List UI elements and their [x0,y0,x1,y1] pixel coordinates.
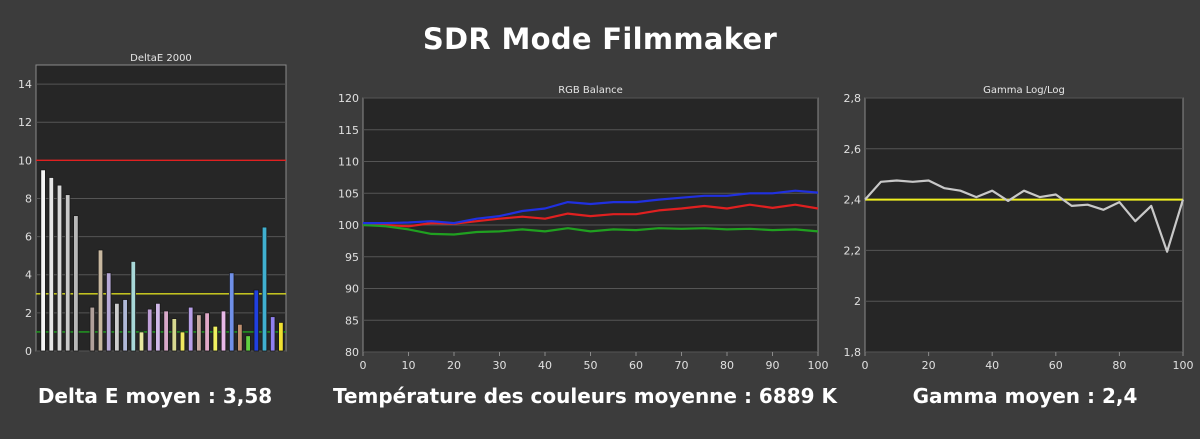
deltae-bar [65,194,71,352]
y-tick-label: 12 [18,116,32,129]
gamma-caption: Gamma moyen : 2,4 [912,384,1138,408]
deltae-bar [212,325,218,352]
y-tick-label: 120 [338,92,359,105]
deltae-bar [269,316,276,352]
deltae-bar [40,169,46,352]
x-tick-label: 60 [1049,359,1063,372]
y-tick-label: 14 [18,78,32,91]
deltae-bar [130,260,136,352]
x-tick-label: 80 [720,359,734,372]
x-tick-label: 30 [493,359,507,372]
deltae-bar [171,318,177,352]
rgb-series-line [363,203,819,228]
deltae-bar [196,314,202,352]
deltae-bar [73,215,79,352]
y-tick-label: 115 [338,124,359,137]
deltae-bar [204,312,210,352]
x-tick-label: 40 [538,359,552,372]
y-tick-label: 10 [18,154,32,167]
y-tick-label: 0 [25,345,32,358]
deltae-bar [48,177,54,352]
page-title: SDR Mode Filmmaker [422,22,778,56]
x-tick-label: 0 [862,359,869,372]
y-tick-label: 90 [345,283,359,296]
deltae-bar [278,321,284,352]
deltae-bar [114,302,120,352]
deltae-bar [138,331,145,352]
deltae-bar [179,331,186,352]
plot-area [864,97,1184,353]
deltae-bar [56,184,63,352]
x-tick-label: 10 [402,359,416,372]
rgb-balance-chart: RGB Balance 80 85 90 95 100 105 110 115 120 0 10 20 3… [338,85,829,372]
gamma-chart-title: Gamma Log/Log [983,85,1065,96]
y-tick-label: 2,2 [844,244,862,257]
y-tick-label: 2,8 [844,92,862,105]
x-tick-label: 0 [360,359,367,372]
deltae-bar [97,249,104,352]
y-tick-label: 100 [338,219,359,232]
deltae-chart: DeltaE 2000 0 2 4 6 8 10 12 14 [18,53,287,358]
x-tick-label: 20 [447,359,461,372]
y-tick-label: 2,4 [844,194,862,207]
temperature-caption: Température des couleurs moyenne : 6889 … [332,384,838,408]
gamma-series-line [864,179,1185,253]
rgb-series-line [362,223,819,236]
y-tick-label: 8 [25,192,32,205]
deltae-bar [89,306,95,352]
x-tick-label: 100 [808,359,829,372]
x-tick-label: 80 [1112,359,1126,372]
deltae-chart-title: DeltaE 2000 [130,53,192,64]
deltae-bar [253,289,259,352]
y-tick-label: 85 [345,314,359,327]
deltae-bar [146,308,153,352]
rgb-chart-title: RGB Balance [558,85,623,96]
gamma-chart: Gamma Log/Log 1,8 2 2,2 2,4 2,6 2,8 0 20 40 60 80 10… [844,85,1194,372]
deltae-bar [106,272,112,352]
deltae-bar [163,310,169,352]
deltae-bar [122,299,128,352]
rgb-series-line [363,189,819,225]
deltae-bar [237,323,243,352]
y-tick-label: 6 [25,231,32,244]
x-tick-label: 40 [985,359,999,372]
x-tick-label: 100 [1173,359,1194,372]
y-tick-label: 105 [338,187,359,200]
x-tick-label: 20 [922,359,936,372]
x-tick-label: 50 [584,359,598,372]
y-tick-label: 2 [25,307,32,320]
y-tick-label: 1,8 [844,346,862,359]
deltae-bar [261,226,268,352]
x-tick-label: 70 [675,359,689,372]
y-tick-label: 95 [345,251,359,264]
x-tick-label: 60 [629,359,643,372]
deltae-bar [155,302,161,352]
y-tick-label: 4 [25,269,32,282]
deltae-bar [220,310,227,352]
deltae-bar [245,335,251,352]
y-tick-label: 80 [345,346,359,359]
y-tick-label: 2 [854,295,861,308]
deltae-bar [187,306,194,352]
y-tick-label: 110 [338,156,359,169]
x-tick-label: 90 [766,359,780,372]
deltae-bar [228,272,235,352]
deltae-caption: Delta E moyen : 3,58 [37,384,273,408]
y-tick-label: 2,6 [844,143,862,156]
